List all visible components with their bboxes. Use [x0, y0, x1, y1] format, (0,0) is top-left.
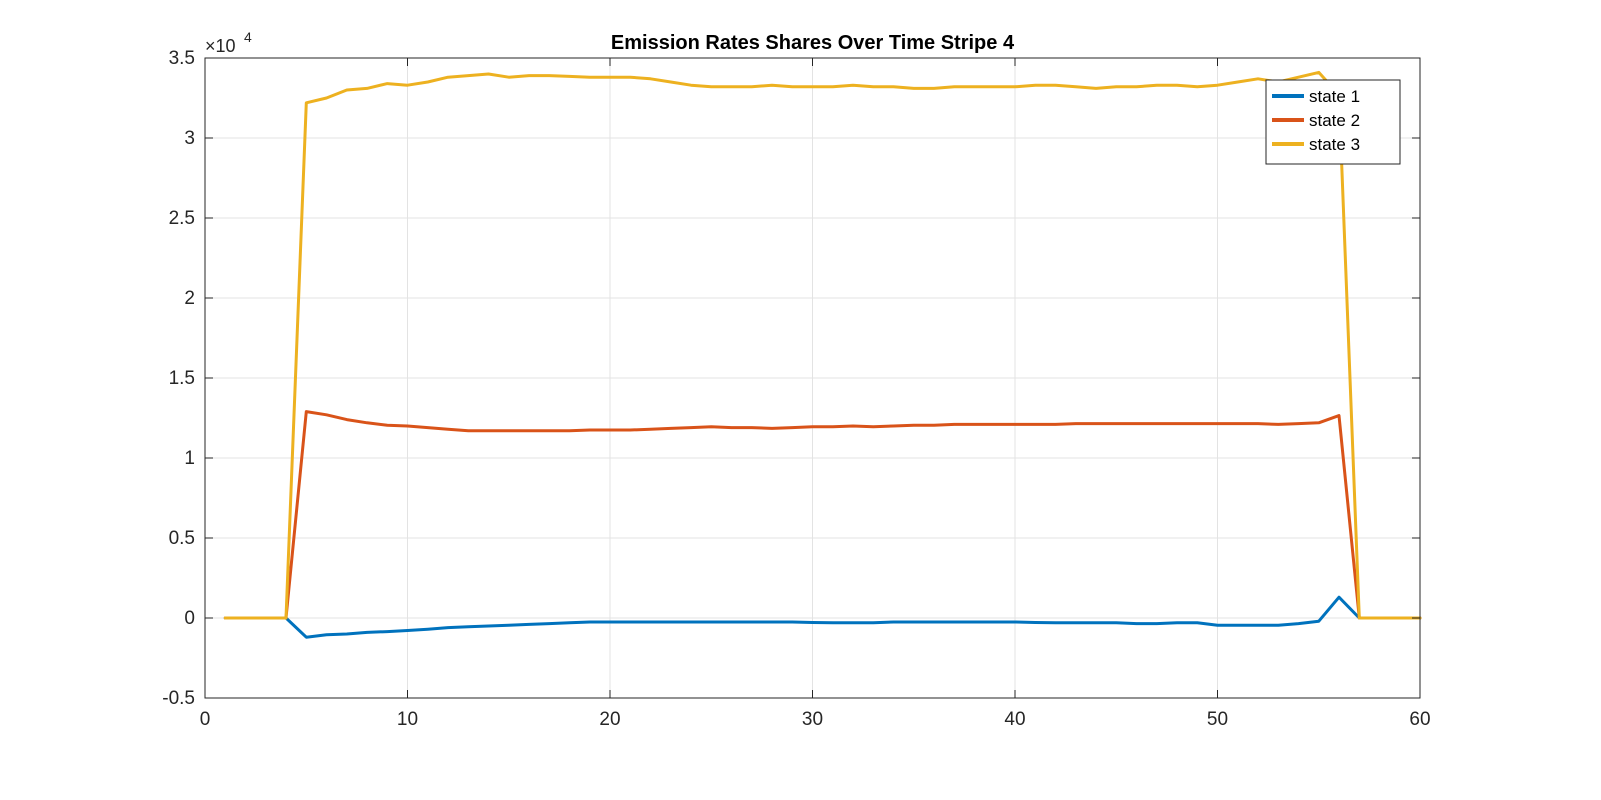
legend-label: state 2 [1309, 111, 1360, 130]
x-tick-label: 0 [200, 709, 211, 730]
y-axis-tick-labels: -0.5 0 0.5 1 1.5 2 2.5 3 3.5 [162, 48, 195, 709]
legend-label: state 3 [1309, 135, 1360, 154]
x-tick-label: 10 [397, 709, 418, 730]
y-axis-multiplier: ×10 [205, 36, 236, 56]
y-tick-label: 0 [184, 608, 195, 629]
legend-label: state 1 [1309, 87, 1360, 106]
x-tick-label: 50 [1207, 709, 1228, 730]
y-tick-label: 2 [184, 288, 195, 309]
y-tick-label: 3.5 [169, 48, 195, 69]
x-tick-label: 20 [599, 709, 620, 730]
series-line-state-2 [223, 410, 1422, 620]
x-tick-label: 60 [1409, 709, 1430, 730]
y-tick-label: 0.5 [169, 528, 195, 549]
y-axis-multiplier-exponent: 4 [244, 29, 252, 45]
legend[interactable]: state 1 state 2 state 3 [1265, 79, 1401, 165]
series-lines [223, 70, 1422, 639]
x-tick-label: 40 [1004, 709, 1025, 730]
y-tick-label: -0.5 [162, 688, 195, 709]
y-tick-label: 1 [184, 448, 195, 469]
legend-entry[interactable]: state 3 [1272, 135, 1360, 154]
axis-ticks [204, 57, 1421, 699]
series-line-state-1 [223, 595, 1422, 639]
chart-title: Emission Rates Shares Over Time Stripe 4 [611, 32, 1015, 54]
legend-entry[interactable]: state 1 [1272, 87, 1360, 106]
x-axis-tick-labels: 0 10 20 30 40 50 60 [200, 709, 1431, 730]
y-tick-label: 3 [184, 128, 195, 149]
series-line-state-3 [223, 70, 1422, 620]
legend-items: state 1 state 2 state 3 [1272, 87, 1360, 154]
y-tick-label: 1.5 [169, 368, 195, 389]
legend-entry[interactable]: state 2 [1272, 111, 1360, 130]
x-tick-label: 30 [802, 709, 823, 730]
y-tick-label: 2.5 [169, 208, 195, 229]
